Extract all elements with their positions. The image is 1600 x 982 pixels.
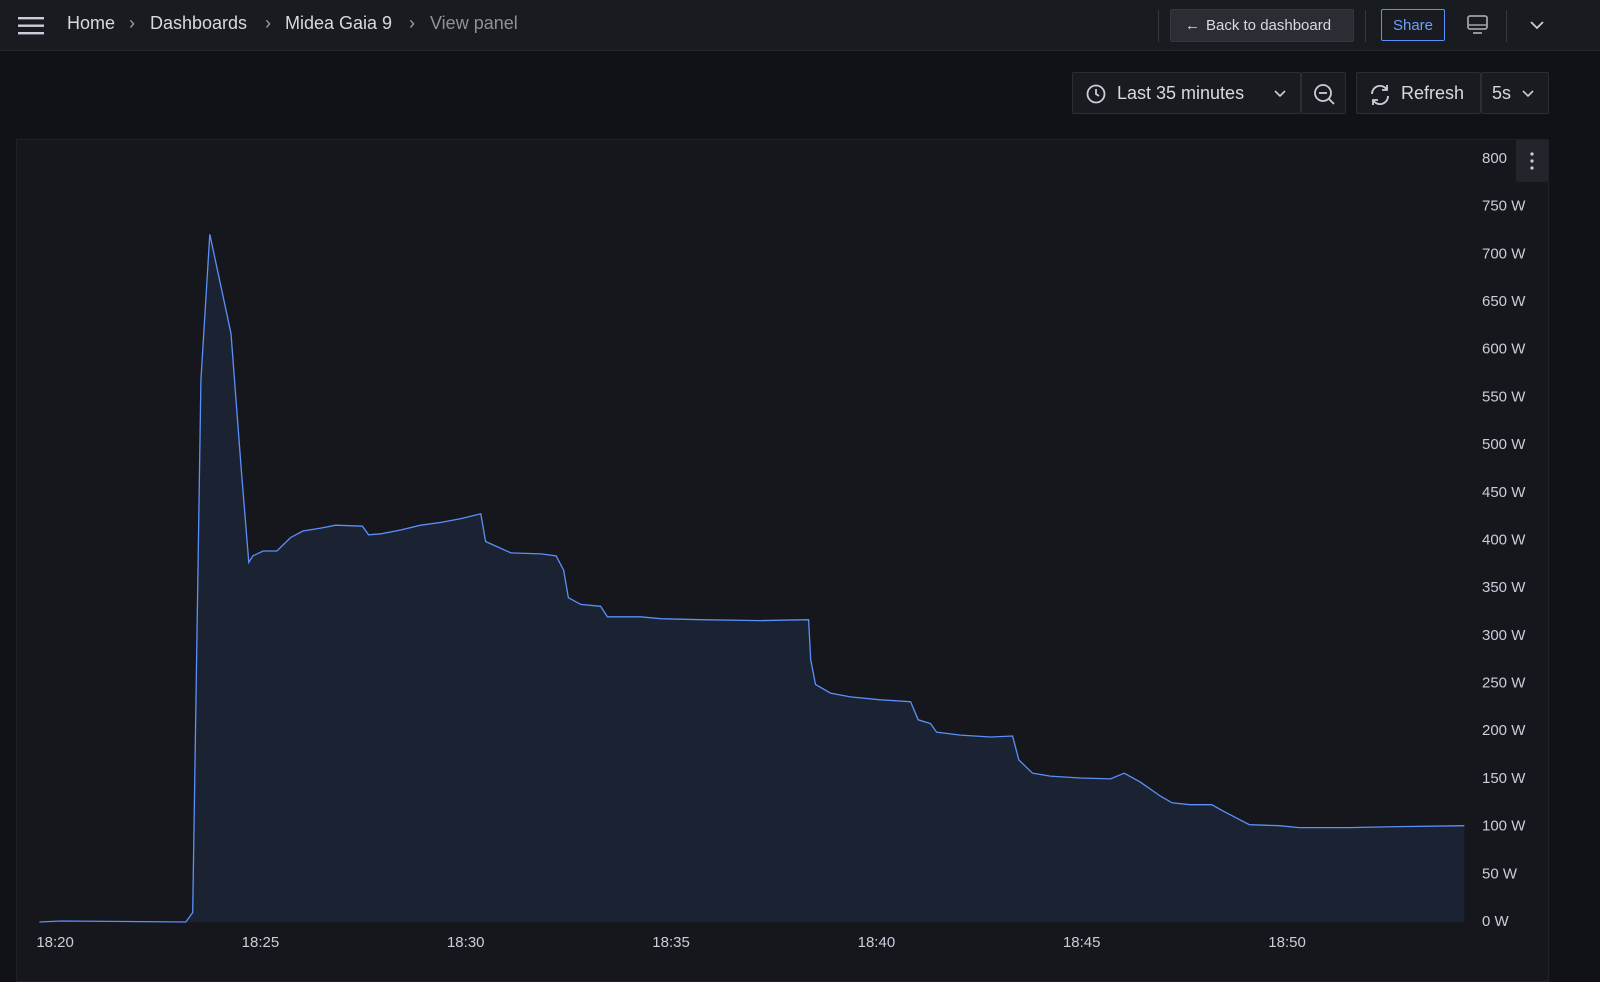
breadcrumb[interactable]: Home [67,13,116,33]
x-tick-label: 18:20 [36,934,74,951]
y-tick-label: 350 W [1482,579,1526,596]
menu-button[interactable] [18,15,46,37]
top-bar: Home › Dashboards › Midea Gaia 9 › View … [0,0,1600,51]
y-tick-label: 500 W [1482,436,1526,453]
x-tick-label: 18:25 [242,934,280,951]
time-range: Last 35 minutes [1117,83,1245,103]
back-label: Back to dashboard [1206,17,1332,34]
y-tick-label: 550 W [1482,388,1526,405]
refresh-interval[interactable]: 5s [1481,72,1549,114]
panel [16,139,1549,982]
y-tick-label: 750 W [1482,198,1526,215]
y-tick-label: 450 W [1482,484,1526,501]
back-button[interactable]: ← Back to dashboard [1170,9,1354,42]
x-tick-label: 18:30 [447,934,485,951]
y-tick-label: 800 [1482,150,1507,167]
breadcrumb[interactable]: Dashboards [150,13,248,33]
refresh-label: Refresh [1401,83,1465,103]
breadcrumb-current: View panel [430,13,518,33]
y-tick-label: 100 W [1482,818,1526,835]
zoom-out-button[interactable] [1301,72,1346,114]
y-tick-label: 250 W [1482,675,1526,692]
refresh-button[interactable]: Refresh [1356,72,1481,114]
y-tick-label: 150 W [1482,770,1526,787]
x-tick-label: 18:50 [1268,934,1306,951]
y-tick-label: 300 W [1482,627,1526,644]
x-tick-label: 18:45 [1063,934,1101,951]
area-fill [39,234,1465,923]
y-tick-label: 600 W [1482,341,1526,358]
y-tick-label: 0 W [1482,913,1510,930]
line [39,234,1465,923]
y-tick-label: 200 W [1482,722,1526,739]
y-tick-label: 650 W [1482,293,1526,310]
time-picker[interactable]: Last 35 minutes [1072,72,1301,114]
breadcrumb[interactable]: Midea Gaia 9 [285,13,393,33]
collapse-button[interactable] [1529,19,1545,31]
tv-mode-button[interactable] [1466,14,1490,36]
x-tick-label: 18:40 [858,934,896,951]
y-tick-label: 400 W [1482,531,1526,548]
share-button[interactable]: Share [1381,9,1445,41]
refresh-interval-label: 5s [1492,83,1512,103]
y-tick-label: 50 W [1482,865,1518,882]
y-tick-label: 700 W [1482,245,1526,262]
x-tick-label: 18:35 [652,934,690,951]
